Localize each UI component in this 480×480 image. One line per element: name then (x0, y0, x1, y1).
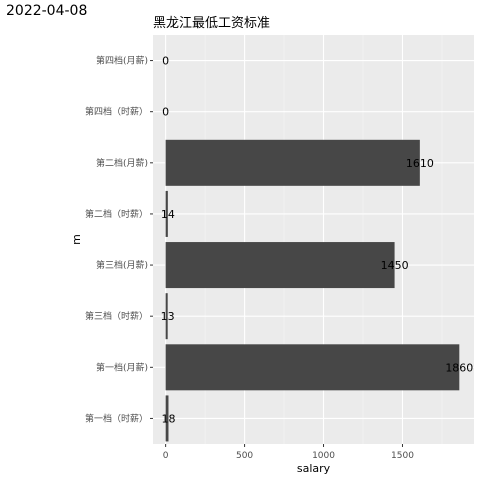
bar-value-label: 13 (161, 310, 175, 323)
y-axis: 第四档(月薪) 第四档（时薪） 第二档(月薪) 第二档（时薪） 第三档(月薪) 第三档（时… (85, 55, 153, 424)
y-tick-label: 第一档(月薪) (96, 361, 148, 373)
bars (165, 139, 460, 442)
y-tick-label: 第三档(月薪) (96, 259, 148, 271)
bar (165, 242, 395, 289)
bar-value-label: 1860 (445, 361, 473, 374)
bar (165, 395, 169, 442)
bar (165, 344, 460, 391)
bar-value-label: 1610 (406, 157, 434, 170)
x-tick-label: 1500 (391, 451, 414, 461)
bar-value-label: 0 (162, 55, 169, 68)
bar-value-label: 1450 (381, 259, 409, 272)
y-tick-label: 第四档(月薪) (96, 55, 148, 67)
x-axis: 0 500 1000 1500 (163, 444, 414, 461)
chart-title: 黑龙江最低工资标准 (153, 16, 271, 31)
y-tick-label: 第二档(月薪) (96, 157, 148, 169)
x-tick-label: 500 (236, 451, 253, 461)
x-tick-label: 0 (163, 451, 169, 461)
bar-value-label: 18 (161, 412, 175, 425)
y-tick-label: 第三档（时薪） (85, 310, 148, 322)
y-tick-label: 第二档（时薪） (85, 208, 148, 220)
x-axis-title: salary (297, 462, 331, 475)
date-stamp: 2022-04-08 (6, 3, 88, 19)
x-tick-label: 1000 (312, 451, 335, 461)
bar-value-label: 0 (162, 106, 169, 119)
bar (165, 293, 168, 340)
bar-value-label: 14 (161, 208, 175, 221)
bar (165, 190, 168, 237)
bar (165, 139, 420, 186)
data-labels: 0 0 1610 14 1450 13 1860 18 (161, 55, 474, 426)
y-tick-label: 第四档（时薪） (85, 106, 148, 118)
y-tick-label: 第一档（时薪） (85, 412, 148, 424)
y-axis-title: m (70, 234, 83, 245)
